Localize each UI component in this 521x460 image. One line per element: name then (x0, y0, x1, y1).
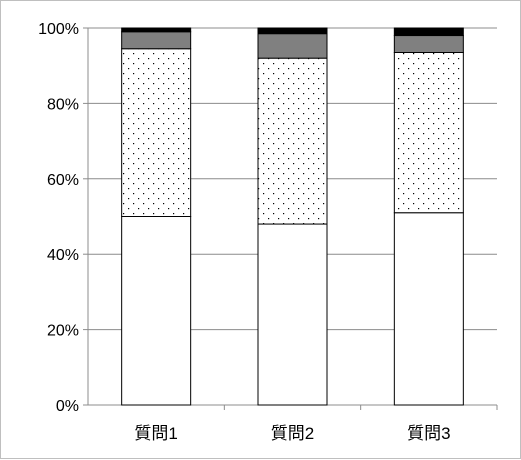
x-category-label: 質問1 (134, 424, 177, 443)
bar-segment-dotted (121, 48, 192, 217)
bar-segment-black (121, 27, 192, 33)
bar-segment-dotted (257, 57, 328, 225)
y-tick-label: 60% (47, 172, 79, 189)
bar-segment-black (257, 27, 328, 35)
bar-segment-black (393, 27, 464, 37)
bar-segment-gray (257, 33, 328, 59)
y-tick-label: 20% (47, 323, 79, 340)
bar-segment-dotted (393, 52, 464, 214)
x-category-label: 質問2 (271, 424, 314, 443)
bar-segment-white (257, 223, 328, 406)
y-tick-label: 40% (47, 247, 79, 264)
bar-segment-white (121, 216, 192, 406)
axis-labels: 0% 20% 40% 60% 80% 100% 質問1 質問2 質問3 (38, 21, 450, 443)
bars (121, 27, 464, 406)
bar-segment-gray (393, 35, 464, 54)
x-category-label: 質問3 (407, 424, 450, 443)
y-tick-label: 80% (47, 96, 79, 113)
y-tick-label: 100% (38, 21, 79, 38)
y-tick-label: 0% (56, 398, 79, 415)
bar-segment-gray (121, 31, 192, 50)
bar-segment-white (393, 212, 464, 406)
